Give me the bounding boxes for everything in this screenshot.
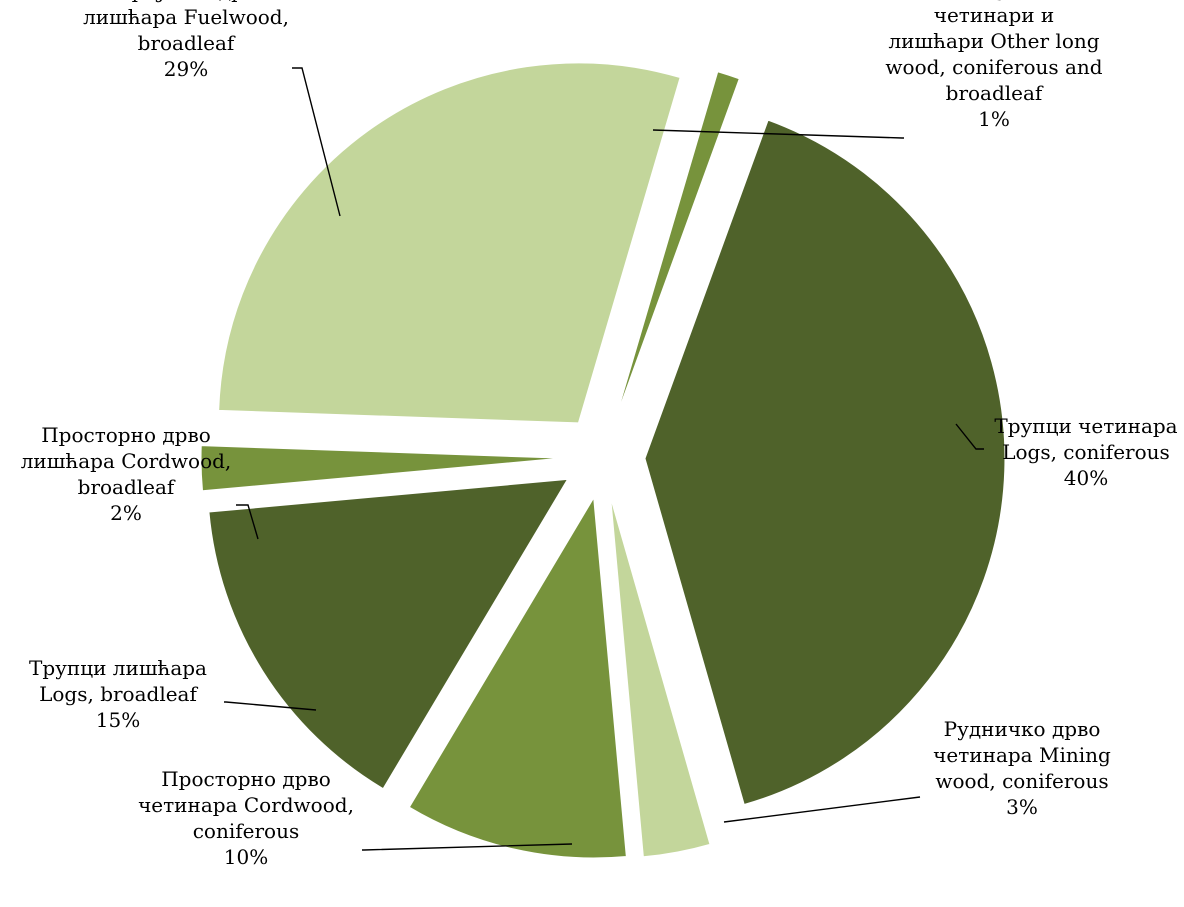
pie-slice (644, 119, 1006, 806)
slice-label-line: Огријевно дрво (105, 0, 267, 3)
slice-percent-label: 2% (110, 501, 142, 525)
slice-label-line: wood, coniferous (935, 769, 1108, 793)
pie-slice (218, 62, 681, 424)
slice-percent-label: 3% (1006, 795, 1038, 819)
pie-slice (615, 71, 740, 418)
leader-line (224, 701, 317, 711)
slice-percent-label: 40% (1064, 466, 1108, 490)
slice-label: Просторно дрво лишћара Cordwood, broadleaf… (21, 423, 232, 525)
leader-line (236, 504, 259, 540)
slice-label-line: четинара Cordwood, (138, 793, 354, 817)
slice-label: Просторно дрво четинара Cordwood, conifero… (138, 767, 354, 869)
leader-line (955, 423, 984, 450)
slice-label: Трупци лишћара Logs, broadleaf 15% (29, 656, 207, 732)
slice-label: Огријевно дрво лишћара Fuelwood,broadleaf… (83, 0, 289, 81)
slice-labels: Трупци четинара Logs, coniferous 40% Руднич… (21, 0, 1178, 869)
slice-percent-label: 29% (164, 57, 208, 81)
slice-label-line: Трупци лишћара (29, 656, 207, 680)
slice-label-line: Рудничко дрво (944, 717, 1101, 741)
pie-slice (408, 496, 627, 859)
slice-label-line: лишћари Other long (888, 29, 1099, 53)
slice-percent-label: 1% (978, 107, 1010, 131)
slice-label-line: broadleaf (78, 475, 176, 499)
pie-slice (208, 478, 569, 790)
slice-percent-label: 10% (224, 845, 268, 869)
slice-label-line: wood, coniferous and (885, 55, 1102, 79)
slice-percent-label: 15% (96, 708, 140, 732)
slice-label-line: Просторно дрво (41, 423, 211, 447)
slice-label-line: Остало дуго дрво (902, 0, 1085, 1)
pie-slice (610, 498, 711, 858)
leader-line (362, 843, 573, 851)
slice-label-line: Logs, broadleaf (39, 682, 198, 706)
slice-label-line: лишћара Cordwood, (21, 449, 232, 473)
leader-line (723, 796, 921, 823)
slice-label-line: coniferous (193, 819, 300, 843)
slice-label: Рудничко дрво четинара Mining wood, conife… (933, 717, 1111, 819)
slice-label-line: Просторно дрво (161, 767, 331, 791)
slice-label-line: broadleaf (138, 31, 236, 55)
slice-label-line: четинара Mining (933, 743, 1111, 767)
slice-label: Трупци четинара Logs, coniferous 40% (994, 414, 1177, 490)
slice-label-line: broadleaf (946, 81, 1044, 105)
slice-label-line: лишћара Fuelwood, (83, 5, 289, 29)
pie-slice (200, 445, 562, 492)
leader-line (652, 129, 904, 139)
slice-label-line: Logs, coniferous (1002, 440, 1170, 464)
leader-lines (224, 67, 984, 851)
slice-label-line: Трупци четинара (994, 414, 1177, 438)
slice-label-line: четинари и (934, 3, 1055, 27)
leader-line (292, 67, 341, 217)
pie-slices (200, 62, 1006, 859)
